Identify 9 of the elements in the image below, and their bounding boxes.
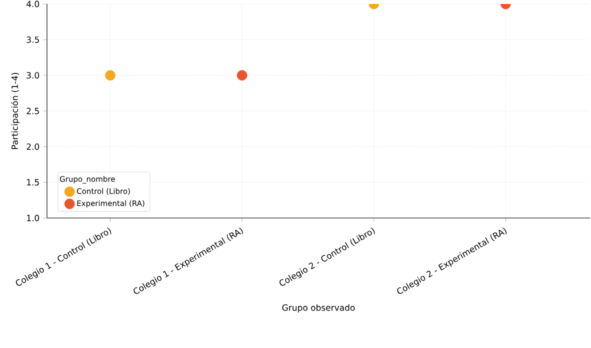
- y-axis-title: Participación (1-4): [11, 72, 20, 149]
- y-tick-label: 1.5: [27, 179, 39, 186]
- y-tick-label: 2.5: [26, 108, 39, 114]
- y-tick-label: 4.0: [26, 0, 40, 8]
- y-tick-label: 2.0: [26, 143, 40, 150]
- y-tick-label: 3.0: [26, 72, 40, 79]
- x-axis-title: Grupo observado: [282, 304, 355, 312]
- y-tick-label: 3.5: [26, 36, 39, 43]
- y-tick-label: 1.0: [27, 214, 40, 222]
